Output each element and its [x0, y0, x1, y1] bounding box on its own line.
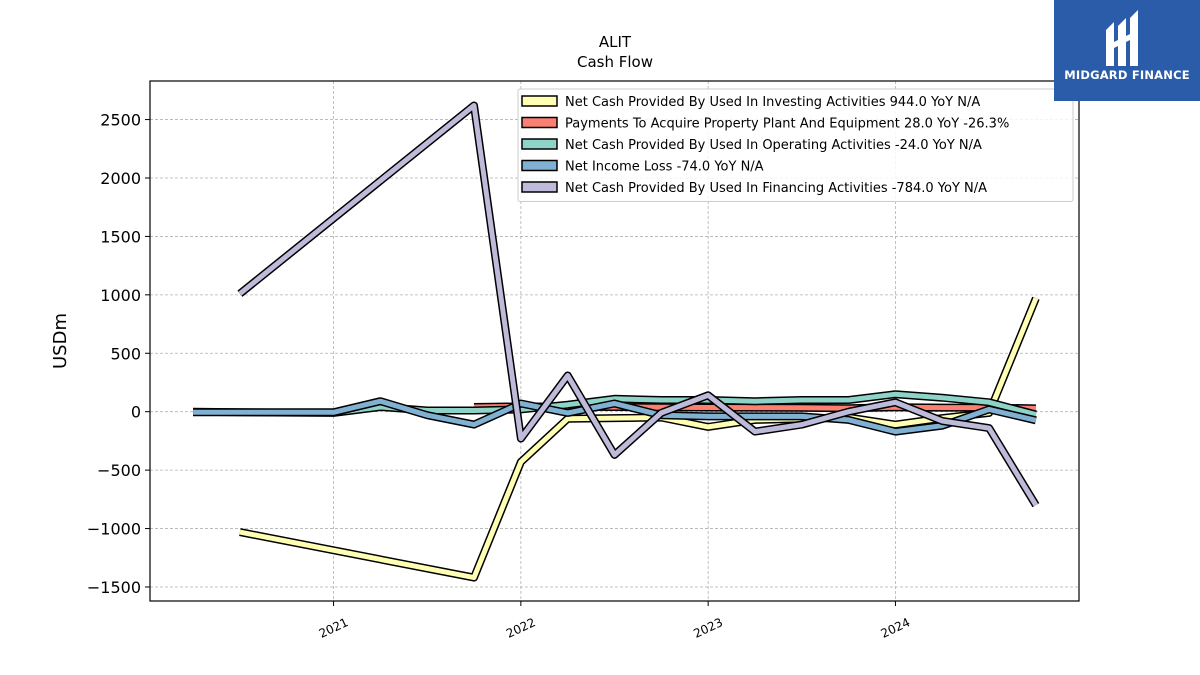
y-tick-label: 1000: [100, 286, 141, 305]
legend: Net Cash Provided By Used In Investing A…: [517, 88, 1074, 202]
y-axis: −1500 −1000 −500 0 500 1000 1500 2000 2500: [87, 111, 150, 597]
series-layer: [193, 101, 1040, 582]
legend-label-1: Payments To Acquire Property Plant And E…: [565, 117, 1009, 132]
legend-label-3: Net Income Loss -74.0 YoY N/A: [565, 160, 764, 175]
x-axis: 2021 2022 2023 2024: [317, 601, 912, 641]
legend-swatch-1: [521, 116, 558, 129]
plot-frame: [149, 80, 1080, 602]
y-tick-label: −1000: [87, 520, 141, 539]
legend-swatch-2: [521, 138, 558, 150]
y-tick-label: 1500: [100, 227, 141, 246]
legend-label-2: Net Cash Provided By Used In Operating A…: [565, 138, 982, 153]
midgard-finance-logo: MIDGARD FINANCE: [1054, 0, 1200, 101]
x-tick-label: 2022: [504, 615, 538, 641]
legend-label-0: Net Cash Provided By Used In Investing A…: [565, 95, 980, 110]
legend-swatch-3: [521, 159, 558, 172]
x-tick-label: 2024: [879, 615, 913, 641]
y-tick-label: 2000: [100, 169, 141, 188]
legend-swatch-0: [521, 95, 558, 107]
midgard-logo-icon: [1106, 10, 1138, 66]
series-line-2: [193, 391, 1037, 417]
y-tick-label: 2500: [100, 111, 141, 130]
y-tick-label: 500: [110, 344, 141, 363]
x-tick-label: 2023: [691, 615, 725, 641]
chart-title: ALIT: [599, 33, 632, 51]
x-tick-label: 2021: [317, 615, 351, 641]
legend-swatch-4: [521, 181, 558, 193]
chart-subtitle: Cash Flow: [577, 53, 653, 71]
logo-text: MIDGARD FINANCE: [1064, 68, 1190, 82]
y-axis-label: USDm: [50, 313, 71, 369]
series-line-3: [193, 398, 1037, 435]
series-line-4: [238, 103, 1039, 507]
y-tick-label: 0: [131, 403, 141, 422]
legend-box: [517, 88, 1074, 202]
legend-label-4: Net Cash Provided By Used In Financing A…: [565, 181, 987, 196]
y-tick-label: −1500: [87, 578, 141, 597]
y-tick-label: −500: [97, 461, 141, 480]
